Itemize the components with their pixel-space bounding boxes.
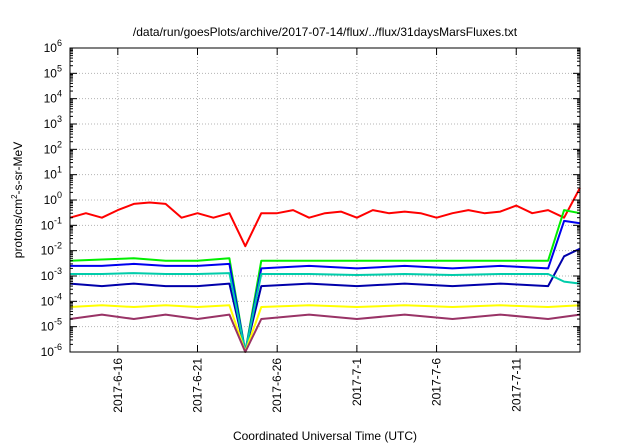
series-line-3 xyxy=(69,247,581,353)
y-tick-label: 102 xyxy=(44,139,62,156)
series-line-4 xyxy=(70,272,581,353)
series-line-1 xyxy=(69,209,581,353)
y-tick-label: 106 xyxy=(44,38,62,55)
y-tick-label: 10-4 xyxy=(41,291,62,308)
y-tick-label: 100 xyxy=(44,190,62,207)
y-axis-label: protons/cm2-s-sr-MeV xyxy=(10,142,25,258)
series-line-2 xyxy=(70,219,581,353)
chart-grid xyxy=(70,48,580,352)
y-tick-label: 104 xyxy=(44,89,62,106)
x-tick-label: 2017-6-21 xyxy=(191,358,205,413)
x-tick-label: 2017-7-1 xyxy=(350,358,364,406)
y-tick-label: 105 xyxy=(44,63,62,80)
x-tick-label: 2017-6-16 xyxy=(111,358,125,413)
y-tick-label: 101 xyxy=(44,165,62,182)
x-tick-label: 2017-6-26 xyxy=(270,358,284,413)
x-axis-label: Coordinated Universal Time (UTC) xyxy=(233,429,417,443)
x-tick-label: 2017-7-11 xyxy=(509,358,523,412)
chart-title: /data/run/goesPlots/archive/2017-07-14/f… xyxy=(133,25,518,39)
y-tick-label: 10-3 xyxy=(41,266,62,283)
series-layer xyxy=(69,187,581,353)
x-axis: 2017-6-16 2017-6-21 2017-6-26 2017-7-1 2017-… xyxy=(111,48,523,413)
y-tick-label: 10-6 xyxy=(41,342,62,359)
y-tick-label: 10-1 xyxy=(41,215,62,232)
series-line-5 xyxy=(69,304,581,353)
y-tick-label: 10-2 xyxy=(41,241,62,258)
x-tick-label: 2017-7-6 xyxy=(430,358,444,406)
series-line-0 xyxy=(69,187,581,248)
y-tick-label: 103 xyxy=(44,114,62,131)
series-line-6 xyxy=(69,313,581,353)
y-axis: 106 105 104 103 102 101 100 10-1 10-2 10-3 10-4 10-… xyxy=(41,38,580,359)
y-tick-label: 10-5 xyxy=(41,317,62,334)
